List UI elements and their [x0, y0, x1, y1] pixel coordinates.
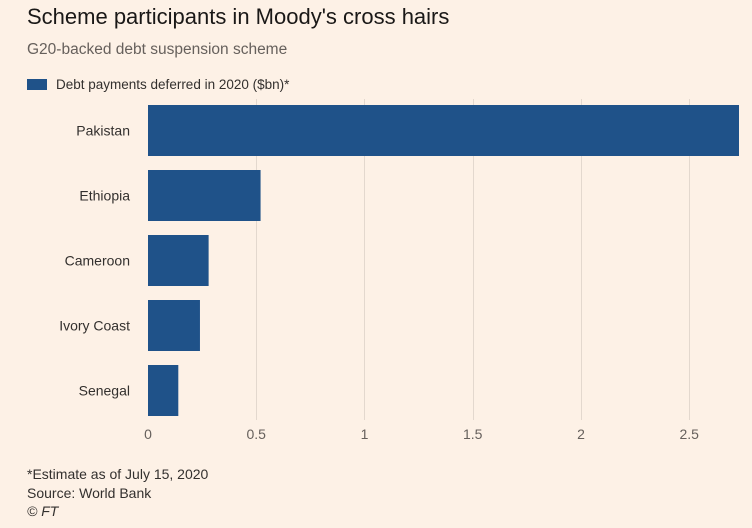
- bar-ivory-coast: [148, 300, 200, 351]
- category-label: Pakistan: [76, 123, 130, 139]
- legend: Debt payments deferred in 2020 ($bn)*: [27, 77, 289, 92]
- category-label: Ivory Coast: [59, 318, 130, 334]
- x-tick-label: 0.5: [247, 426, 267, 442]
- category-label: Ethiopia: [79, 188, 130, 204]
- x-tick-label: 1.5: [463, 426, 483, 442]
- chart-footer: *Estimate as of July 15, 2020 Source: Wo…: [27, 465, 208, 521]
- category-label: Senegal: [79, 383, 130, 399]
- legend-swatch: [27, 79, 47, 90]
- bar-pakistan: [148, 105, 739, 156]
- footnote: *Estimate as of July 15, 2020: [27, 466, 209, 482]
- chart-title: Scheme participants in Moody's cross hai…: [27, 4, 450, 29]
- ft-credit: © FT: [27, 503, 59, 519]
- source-note: Source: World Bank: [27, 484, 152, 501]
- chart-subtitle: G20-backed debt suspension scheme: [27, 41, 288, 58]
- x-tick-label: 2: [577, 426, 585, 442]
- bar-ethiopia: [148, 170, 261, 221]
- bar-senegal: [148, 365, 179, 416]
- x-tick-label: 0: [144, 426, 152, 442]
- x-tick-label: 1: [361, 426, 369, 442]
- bar-cameroon: [148, 235, 209, 286]
- category-label: Cameroon: [65, 253, 130, 269]
- x-tick-label: 2.5: [679, 426, 699, 442]
- legend-label: Debt payments deferred in 2020 ($bn)*: [56, 77, 290, 92]
